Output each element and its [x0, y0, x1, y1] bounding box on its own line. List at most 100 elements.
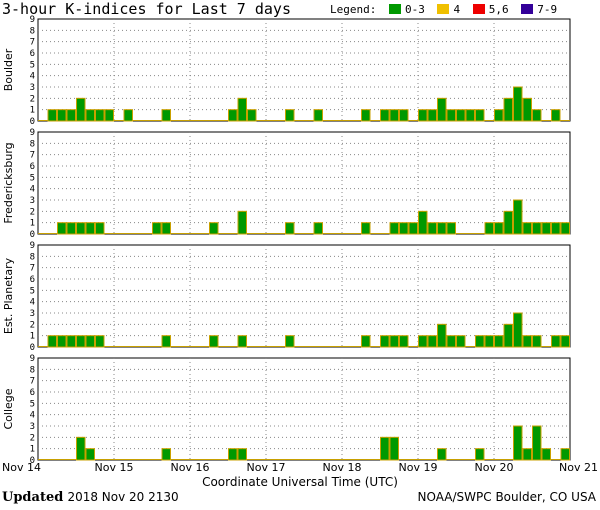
bar: [361, 335, 371, 348]
bar: [560, 448, 570, 461]
y-tick-label: 5: [30, 173, 35, 183]
bar: [484, 335, 494, 348]
bar: [532, 109, 542, 122]
legend-item-5-6: 5,6: [472, 3, 509, 16]
y-tick-label: 4: [30, 72, 35, 82]
legend-text-7-9: 7-9: [537, 3, 558, 16]
bar: [456, 335, 466, 348]
x-tick-label: Nov 14: [2, 461, 41, 474]
y-tick-label: 2: [30, 207, 35, 217]
bar: [437, 448, 447, 461]
bar: [560, 222, 570, 235]
bar: [209, 222, 219, 235]
bar: [427, 222, 437, 235]
bar: [76, 436, 86, 461]
bar: [76, 222, 86, 235]
bar: [475, 109, 485, 122]
bar: [494, 335, 504, 348]
bar: [494, 222, 504, 235]
bar: [47, 109, 57, 122]
y-tick-label: 7: [30, 38, 35, 48]
bar: [85, 448, 95, 461]
bar: [437, 323, 447, 348]
bar: [399, 222, 409, 235]
panel-frame-3: [37, 357, 571, 461]
y-tick-label: 4: [30, 298, 35, 308]
legend-item-0-3: 0-3: [388, 3, 425, 16]
legend-text-5-6: 5,6: [488, 3, 509, 16]
bar: [522, 335, 532, 348]
panel-label: Fredericksburg: [2, 142, 15, 223]
bar: [522, 97, 532, 122]
bar: [95, 109, 105, 122]
bar: [503, 323, 513, 348]
bar: [522, 222, 532, 235]
bar: [503, 97, 513, 122]
y-tick-label: 4: [30, 411, 35, 421]
panel-frame-1: [37, 131, 571, 235]
y-tick-label: 3: [30, 309, 35, 319]
y-tick-label: 0: [30, 230, 35, 240]
bar: [532, 222, 542, 235]
bar: [247, 109, 257, 122]
bar: [228, 448, 238, 461]
bar: [161, 448, 171, 461]
y-tick-label: 0: [30, 343, 35, 353]
bar: [551, 335, 561, 348]
x-tick-label: Nov 20: [475, 461, 514, 474]
bar: [285, 222, 295, 235]
legend-swatch-5-6: [472, 4, 485, 14]
bar: [465, 109, 475, 122]
y-tick-label: 9: [30, 241, 35, 251]
bar: [85, 109, 95, 122]
updated-stamp: Updated 2018 Nov 20 2130: [2, 490, 179, 505]
bar: [57, 109, 67, 122]
bar: [418, 109, 428, 122]
y-tick-label: 4: [30, 185, 35, 195]
bar: [427, 335, 437, 348]
bar: [161, 335, 171, 348]
x-tick-label: Nov 18: [323, 461, 362, 474]
y-tick-label: 3: [30, 83, 35, 93]
bar: [161, 109, 171, 122]
bar: [123, 109, 133, 122]
bar: [66, 335, 76, 348]
y-tick-label: 9: [30, 15, 35, 25]
bar: [76, 335, 86, 348]
bar: [475, 335, 485, 348]
bar: [237, 448, 247, 461]
x-tick-label: Nov 15: [95, 461, 134, 474]
y-tick-label: 2: [30, 433, 35, 443]
bar: [57, 222, 67, 235]
bar: [513, 312, 523, 348]
bar: [66, 109, 76, 122]
bar: [456, 109, 466, 122]
bar: [389, 335, 399, 348]
bar: [380, 436, 390, 461]
x-tick-label: Nov 19: [399, 461, 438, 474]
bar: [446, 222, 456, 235]
y-tick-label: 6: [30, 388, 35, 398]
bar: [551, 222, 561, 235]
bar: [57, 335, 67, 348]
y-tick-label: 5: [30, 60, 35, 70]
bar: [47, 335, 57, 348]
bar: [389, 109, 399, 122]
bar: [380, 335, 390, 348]
bar: [484, 222, 494, 235]
bar: [228, 109, 238, 122]
y-tick-label: 1: [30, 106, 35, 116]
bar: [95, 335, 105, 348]
bar: [551, 109, 561, 122]
panel-label: Boulder: [2, 48, 15, 91]
bar: [313, 109, 323, 122]
x-tick-label: Nov 17: [247, 461, 286, 474]
bar: [437, 97, 447, 122]
bar: [503, 210, 513, 235]
legend-swatch-0-3: [388, 4, 401, 14]
bar: [85, 222, 95, 235]
y-tick-label: 5: [30, 286, 35, 296]
bar: [313, 222, 323, 235]
y-tick-label: 7: [30, 264, 35, 274]
y-tick-label: 0: [30, 456, 35, 466]
